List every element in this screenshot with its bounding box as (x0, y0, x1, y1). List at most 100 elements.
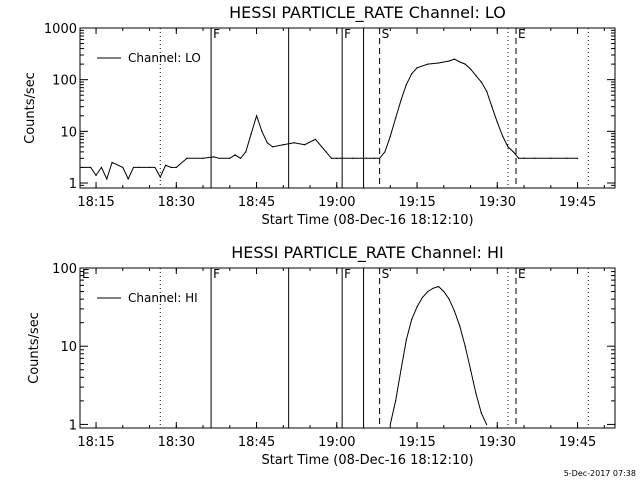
data-point (453, 58, 456, 60)
data-point (464, 345, 466, 347)
annotation-label: E (518, 27, 526, 41)
data-point (496, 121, 498, 123)
annotation-label: S (382, 267, 390, 281)
plot-frame (79, 27, 616, 189)
data-point (405, 84, 407, 86)
data-point (411, 318, 413, 321)
chart-panel-1: HESSI PARTICLE_RATE Channel: LO F F S E 18:15… (23, 3, 616, 228)
data-point (437, 62, 440, 64)
data-point (389, 423, 391, 426)
data-point (453, 310, 456, 312)
data-point (518, 157, 520, 159)
y-tick-label: 10 (60, 125, 77, 140)
data-point (507, 146, 509, 148)
data-point (229, 157, 231, 159)
data-point (459, 61, 461, 63)
annotation-label: E (518, 267, 526, 281)
data-point (416, 306, 418, 308)
data-point (550, 157, 552, 159)
data-point (480, 412, 482, 414)
data-point (432, 287, 434, 289)
data-point (122, 166, 124, 169)
x-tick-label: 19:00 (318, 195, 355, 210)
data-point (475, 392, 477, 394)
data-point (148, 166, 151, 169)
x-tick-label: 18:15 (77, 195, 114, 210)
legend-label: Channel: HI (128, 291, 198, 305)
data-point (106, 178, 108, 180)
data-point (341, 157, 343, 159)
data-point (95, 174, 97, 177)
data-point (245, 151, 247, 153)
data-point (330, 157, 333, 159)
data-point (389, 135, 391, 137)
data-point (250, 133, 252, 135)
legend-label: Channel: LO (128, 51, 201, 65)
data-point (400, 99, 402, 101)
series-line-1 (80, 58, 578, 181)
data-point (475, 74, 477, 77)
data-point (255, 115, 258, 117)
data-point (261, 130, 263, 132)
x-tick-label: 19:45 (559, 435, 596, 450)
x-axis-label: Start Time (08-Dec-16 18:12:10) (261, 453, 473, 468)
data-point (566, 157, 568, 159)
data-point (175, 166, 177, 169)
data-point (239, 157, 242, 159)
x-tick-label: 19:00 (318, 435, 355, 450)
data-point (202, 157, 204, 159)
annotation-label: S (382, 27, 390, 41)
data-point (325, 151, 327, 153)
data-point (352, 157, 354, 159)
data-point (111, 161, 113, 164)
data-point (469, 68, 472, 70)
data-point (90, 166, 92, 169)
data-point (80, 166, 81, 169)
annotation-label: F (344, 27, 351, 41)
data-point (132, 166, 135, 169)
data-point (379, 157, 381, 159)
data-point (534, 157, 536, 159)
data-point (437, 285, 440, 288)
data-point (314, 138, 316, 140)
y-tick-label: 100 (52, 74, 77, 89)
data-point (427, 63, 429, 65)
chart-title: HESSI PARTICLE_RATE Channel: LO (229, 3, 506, 23)
data-point (491, 106, 493, 108)
data-point (213, 156, 215, 158)
data-point (234, 154, 236, 156)
data-point (464, 63, 466, 65)
chart-title: HESSI PARTICLE_RATE Channel: HI (231, 243, 504, 263)
data-point (282, 144, 284, 146)
data-point (427, 290, 429, 293)
x-tick-label: 18:45 (238, 435, 275, 450)
data-point (400, 369, 402, 371)
data-point (459, 325, 461, 327)
chart-panel-2: HESSI PARTICLE_RATE Channel: HI E F F S E 18:1… (27, 243, 616, 468)
data-point (395, 117, 397, 119)
y-tick-label: 1000 (44, 22, 77, 37)
data-point (272, 146, 274, 148)
data-point (480, 81, 482, 83)
data-point (576, 157, 579, 159)
data-point (448, 60, 450, 62)
x-tick-label: 18:30 (158, 195, 195, 210)
data-point (100, 166, 102, 169)
x-tick-label: 18:30 (158, 435, 195, 450)
data-point (186, 157, 188, 159)
annotation-label: F (213, 267, 220, 281)
data-point (218, 157, 220, 159)
data-point (362, 157, 365, 159)
data-point (523, 157, 525, 159)
x-tick-label: 18:15 (77, 435, 114, 450)
x-tick-label: 18:45 (238, 195, 275, 210)
y-tick-label: 1 (69, 418, 77, 433)
x-tick-label: 19:30 (479, 195, 516, 210)
x-tick-label: 19:30 (479, 435, 516, 450)
data-point (127, 178, 129, 180)
x-axis-label: Start Time (08-Dec-16 18:12:10) (261, 213, 473, 228)
annotation-label: F (213, 27, 220, 41)
y-axis-label: Counts/sec (27, 312, 42, 384)
data-point (486, 90, 488, 92)
